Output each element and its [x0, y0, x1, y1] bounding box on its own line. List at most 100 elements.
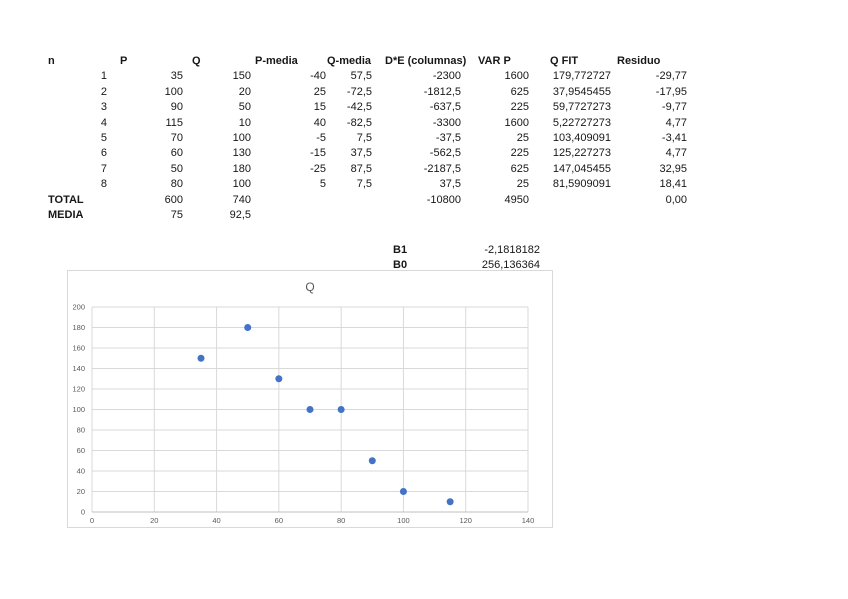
table-cell: 125,227273: [552, 147, 611, 160]
table-row: 3 90 50 15 -42,5 -637,5 225 59,7727273 -9,77: [48, 100, 688, 115]
table-row: 5 70 100 -5 7,5 -37,5 25 103,409091 -3,41: [48, 131, 688, 146]
table-cell: 180: [232, 162, 251, 175]
data-point: [399, 488, 407, 495]
table-cell: 50: [238, 101, 251, 114]
data-table: n P Q P-media Q-media D*E (columnas) VAR P Q FI…: [48, 54, 688, 223]
table-cell: -29,77: [655, 70, 687, 83]
table-row: 8 80 100 5 7,5 37,5 25 81,5909091 18,41: [48, 177, 688, 192]
column-header: VAR P: [478, 55, 511, 67]
table-cell: 150: [232, 70, 251, 83]
table-cell: -42,5: [346, 101, 372, 114]
table-cell: 32,95: [659, 162, 687, 175]
table-cell: -15: [310, 147, 326, 160]
y-tick-label: 40: [77, 467, 85, 476]
table-row: 6 60 130 -15 37,5 -562,5 225 125,227273 4,77: [48, 146, 688, 161]
y-tick-label: 80: [77, 426, 85, 435]
table-cell: 1: [100, 70, 107, 83]
table-cell: [530, 193, 612, 208]
b0-label: B0: [393, 259, 408, 272]
table-cell: 0,00: [665, 193, 687, 206]
table-cell: 80: [170, 178, 183, 191]
table-cell: -25: [310, 162, 326, 175]
table-header: n P Q P-media Q-media D*E (columnas) VAR P Q FI…: [48, 54, 688, 69]
column-header: Q FIT: [550, 55, 579, 67]
table-cell: 25: [313, 85, 326, 98]
column-header: P: [120, 55, 128, 67]
table-cell: 25: [516, 178, 529, 191]
table-cell: [252, 193, 327, 208]
table-cell: 37,5: [350, 147, 372, 160]
y-tick-label: 100: [72, 405, 85, 414]
table-cell: 7,5: [356, 132, 372, 145]
table-cell: 50: [170, 162, 183, 175]
table-cell: [327, 208, 373, 223]
scatter-chart: 0 20 40 60 80 100 120 140 160 180 200 0 20 40 60 80 100 1…: [67, 270, 553, 528]
table-cell: 57,5: [350, 70, 372, 83]
table-cell: 15: [313, 101, 326, 114]
table-body: 1 35 150 -40 57,5 -2300 1600 179,772727 -29,77 2 1…: [48, 69, 688, 223]
table-cell: 6: [100, 147, 107, 160]
b0-value: 256,136364: [481, 259, 540, 272]
table-cell: 103,409091: [552, 132, 611, 145]
table-cell: [373, 208, 462, 223]
y-tick-label: 0: [81, 508, 85, 517]
table-cell: -82,5: [346, 116, 372, 129]
data-point: [368, 457, 376, 465]
table-cell: -3,41: [661, 132, 687, 145]
column-header: P-media: [255, 55, 298, 67]
table-cell: -17,95: [655, 85, 687, 98]
table-cell: 59,7727273: [552, 101, 611, 114]
table-cell: -2300: [432, 70, 461, 83]
table-cell: -3300: [432, 116, 461, 129]
table-row: MEDIA 75 92,5: [48, 208, 688, 223]
table-cell: TOTAL: [48, 193, 84, 206]
table-cell: 40: [313, 116, 326, 129]
table-row: 1 35 150 -40 57,5 -2300 1600 179,772727 -29,77: [48, 69, 688, 84]
data-point: [244, 324, 252, 331]
table-cell: 92,5: [229, 209, 251, 222]
table-cell: 5: [319, 178, 326, 191]
table-cell: 8: [100, 178, 107, 191]
b1-label: B1: [393, 244, 408, 256]
table-cell: 2: [100, 85, 107, 98]
data-point: [275, 375, 283, 383]
table-cell: 1600: [504, 70, 529, 83]
data-point: [446, 498, 454, 506]
data-point: [337, 406, 345, 413]
column-header: D*E (columnas): [385, 55, 467, 67]
table-cell: 100: [232, 132, 251, 145]
chart-title: Q: [305, 280, 315, 294]
table-cell: -37,5: [435, 132, 461, 145]
table-cell: [462, 208, 530, 223]
column-header: Q: [192, 55, 201, 67]
scatter-plot-canvas: 0 20 40 60 80 100 120 140 160 180 200 0 20 40 60 80 100 1…: [72, 303, 535, 526]
table-cell: [252, 208, 327, 223]
table-cell: 4,77: [665, 147, 687, 160]
table-cell: 87,5: [350, 162, 372, 175]
table-cell: 10: [238, 116, 251, 129]
table-cell: 115: [165, 116, 183, 129]
table-cell: 81,5909091: [552, 178, 611, 191]
regression-coefficients: B1 -2,1818182 B0 256,136364: [393, 243, 540, 274]
table-row: 4 115 10 40 -82,5 -3300 1600 5,22727273 4,77: [48, 116, 688, 131]
table-cell: 5: [100, 132, 107, 145]
y-tick-label: 200: [72, 303, 85, 312]
table-cell: [327, 193, 373, 208]
table-row: 7 50 180 -25 87,5 -2187,5 625 147,045455 32,95: [48, 162, 688, 177]
table-cell: -9,77: [661, 101, 687, 114]
table-cell: -562,5: [429, 147, 461, 160]
column-header: Residuo: [617, 55, 661, 67]
x-tick-label: 140: [522, 516, 535, 525]
table-cell: -1812,5: [423, 85, 461, 98]
y-tick-label: 60: [77, 446, 85, 455]
x-tick-label: 20: [150, 516, 158, 525]
table-cell: 25: [516, 132, 529, 145]
x-tick-label: 80: [337, 516, 345, 525]
table-cell: -5: [316, 132, 326, 145]
x-tick-label: 100: [397, 516, 410, 525]
table-cell: -10800: [426, 193, 461, 206]
table-cell: 7: [100, 162, 107, 175]
table-cell: 740: [232, 193, 251, 206]
table-cell: 3: [100, 101, 107, 114]
